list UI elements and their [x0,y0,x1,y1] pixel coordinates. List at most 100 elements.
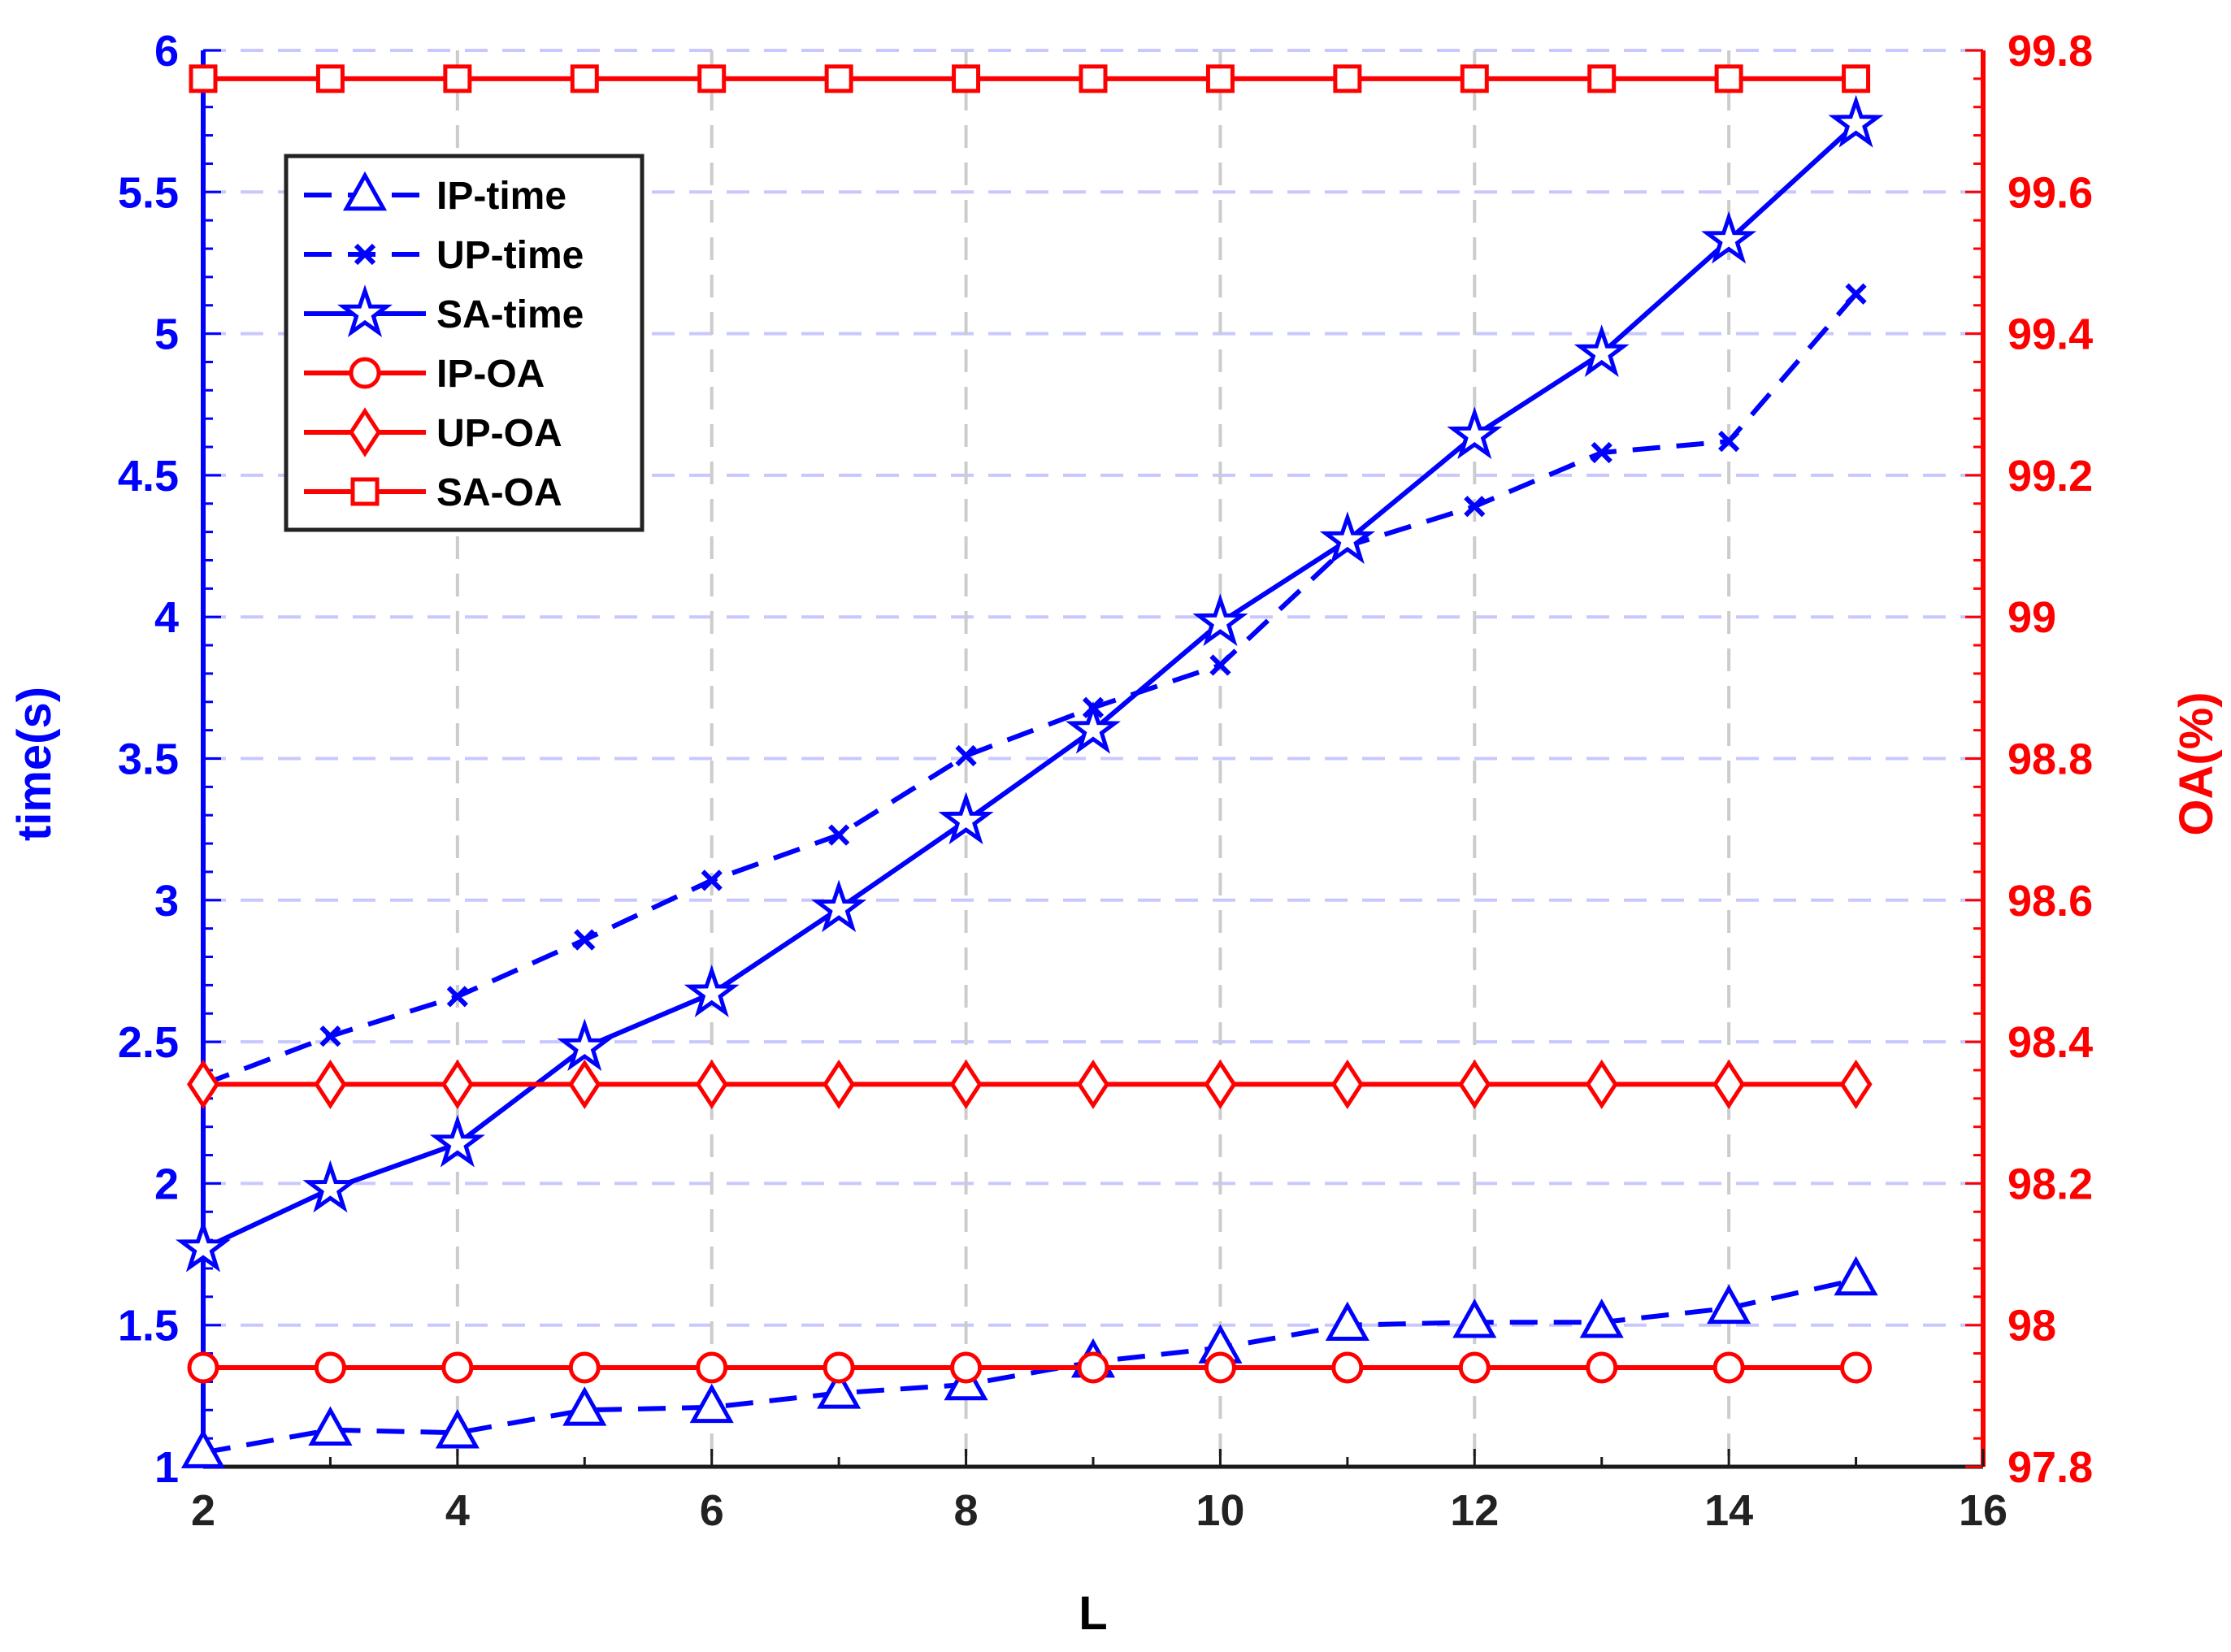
data-point [817,1369,862,1409]
x-marker-stroke [1591,441,1612,464]
series-up-oa [187,1059,1873,1109]
legend-marker [350,477,380,506]
legend-marker [349,357,381,389]
x-marker-stroke [828,824,850,846]
data-point [319,1025,341,1047]
data-point [955,744,977,767]
legend-box [284,154,645,532]
data-point [1712,1059,1746,1109]
legend-label: IP-OA [436,353,545,396]
data-point [1333,64,1362,93]
series-line [202,292,1858,1087]
data-point [701,869,723,891]
right-y-tick-label: 98.8 [2007,735,2093,784]
right-y-tick-label: 97.8 [2007,1443,2093,1492]
data-point [180,1429,226,1468]
legend-marker [349,407,381,457]
legend-label: SA-time [436,293,584,336]
data-point [568,1351,601,1384]
left-y-tick-label: 3.5 [118,735,179,784]
data-point [823,1059,856,1109]
data-point [176,1219,231,1273]
series-sa-time [176,94,1884,1273]
data-point [1579,1299,1624,1338]
x-tick-label: 10 [1196,1486,1244,1535]
x-tick-label: 16 [1959,1486,2007,1535]
legend-label: UP-time [436,234,584,277]
axes [201,49,1986,1469]
x-tick-label: 4 [445,1486,470,1535]
series-line [202,122,1858,1251]
data-point [1204,1351,1236,1384]
x-marker-stroke [1464,496,1486,518]
data-point [435,1409,480,1449]
legend-label: IP-time [436,175,566,218]
data-point [1447,406,1503,460]
data-point [189,64,218,93]
data-point [187,1351,219,1384]
right-y-tick-label: 99.8 [2007,27,2093,76]
x-marker-stroke [955,744,977,767]
data-point [1452,1299,1497,1338]
data-point [1834,1255,1878,1296]
data-point [1714,64,1743,93]
data-point [695,1059,728,1109]
data-point [823,1351,855,1384]
data-point [1460,64,1489,93]
left-y-tick-label: 4 [154,593,179,642]
legend-entry: IP-time [304,171,566,218]
x-marker-stroke [1718,430,1740,453]
data-series [176,64,1884,1468]
data-point [1209,654,1231,676]
x-marker-stroke [574,929,596,951]
data-point [1319,511,1375,565]
data-point [824,64,853,93]
data-point [1458,1059,1491,1109]
data-point [1586,1351,1618,1384]
data-point [314,1059,347,1109]
series-ip-oa [187,1351,1873,1384]
x-marker-stroke [1209,654,1231,676]
legend-marker [337,284,393,338]
data-point [1585,1059,1618,1109]
legend-label: UP-OA [436,412,562,455]
right-y-tick-label: 98.4 [2007,1018,2093,1067]
data-point [1842,64,1871,93]
right-y-tick-label: 98 [2007,1302,2056,1351]
data-point [697,64,727,93]
x-marker-stroke [354,243,376,266]
legend-marker [342,171,388,211]
data-point [302,1160,358,1213]
data-point [689,1383,734,1424]
legend-entry: UP-time [304,234,584,277]
data-point [441,1059,474,1109]
data-point [441,1351,474,1384]
x-tick-label: 6 [700,1486,724,1535]
left-y-tick-label: 2 [154,1160,179,1208]
data-point [1591,441,1612,464]
x-axis-label: L [1079,1587,1107,1640]
data-point [1840,1351,1873,1384]
x-marker-stroke [701,869,723,891]
data-point [1079,64,1108,93]
series-line [202,1277,1857,1455]
legend-entry: IP-OA [304,353,545,396]
data-point [308,1406,353,1446]
data-point [949,1059,983,1109]
left-y-tick-label: 2.5 [118,1018,179,1067]
tick-labels: 2 4 6 8 10 12 14 16 1 1.5 2 2.5 3 3.5 4 4.5 5 5.5 6 97.8 98 9… [118,27,2093,1535]
left-y-tick-label: 6 [154,27,179,76]
x-tick-label: 12 [1450,1486,1499,1535]
data-point [1573,324,1630,378]
series-up-time [192,283,1867,1095]
legend-entry: SA-time [304,284,584,338]
data-point [1205,64,1235,93]
left-y-tick-label: 5.5 [118,168,179,217]
left-y-tick-label: 3 [154,877,179,926]
x-marker-stroke [1845,283,1867,305]
data-point [1204,1059,1237,1109]
right-y-axis-label: OA(%) [2170,692,2223,835]
data-point [1192,593,1248,647]
right-y-tick-label: 98.6 [2007,877,2093,926]
